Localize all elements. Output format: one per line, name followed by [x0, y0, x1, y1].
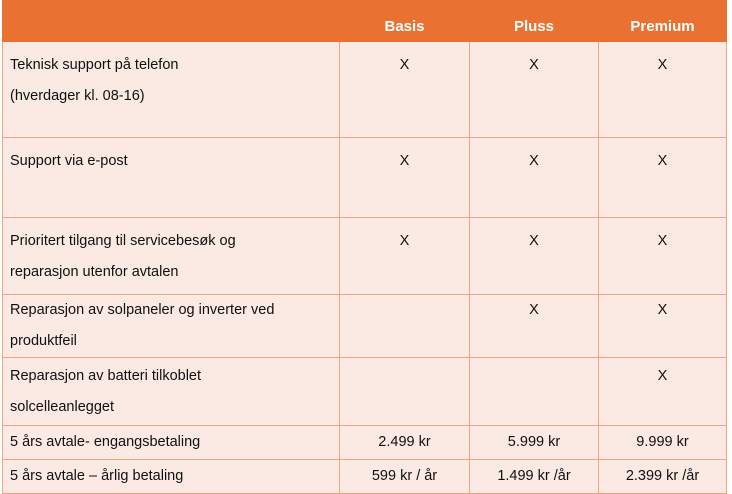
table-row: Reparasjon av batteri tilkoblet solcellea…: [2, 357, 727, 426]
feature-line: (hverdager kl. 08-16): [10, 88, 145, 104]
feature-cell: Reparasjon av solpaneler og inverter ved…: [2, 294, 340, 358]
value-cell: X: [469, 217, 599, 295]
table-row: Teknisk support på telefon (hverdager kl.…: [2, 41, 727, 138]
price-cell: 2.499 kr: [339, 425, 470, 460]
feature-cell: 5 års avtale- engangsbetaling: [2, 425, 340, 460]
value-cell: [469, 357, 599, 426]
price-cell: 1.499 kr /år: [469, 459, 599, 494]
feature-line: Prioritert tilgang til servicebesøk og: [10, 233, 236, 249]
value-cell: X: [598, 41, 727, 138]
value-cell: X: [598, 217, 727, 295]
value-cell: X: [469, 41, 599, 138]
header-plan-basis: Basis: [339, 0, 470, 42]
feature-cell: Prioritert tilgang til servicebesøk og re…: [2, 217, 340, 295]
price-cell: 2.399 kr /år: [598, 459, 727, 494]
feature-line: Support via e-post: [10, 153, 128, 169]
feature-line: solcelleanlegget: [10, 399, 114, 415]
value-cell: X: [598, 294, 727, 358]
value-cell: [339, 294, 470, 358]
price-cell: 5.999 kr: [469, 425, 599, 460]
header-plan-premium: Premium: [598, 0, 727, 42]
price-cell: 9.999 kr: [598, 425, 727, 460]
value-cell: X: [469, 294, 599, 358]
feature-line: produktfeil: [10, 333, 77, 349]
value-cell: X: [598, 357, 727, 426]
header-row: Basis Pluss Premium: [2, 0, 727, 42]
value-cell: X: [339, 41, 470, 138]
value-cell: X: [339, 217, 470, 295]
feature-line: Reparasjon av solpaneler og inverter ved: [10, 302, 275, 318]
feature-cell: Teknisk support på telefon (hverdager kl.…: [2, 41, 340, 138]
value-cell: X: [339, 137, 470, 218]
feature-line: Teknisk support på telefon: [10, 57, 179, 73]
value-cell: [339, 357, 470, 426]
price-cell: 599 kr / år: [339, 459, 470, 494]
feature-line: Reparasjon av batteri tilkoblet: [10, 368, 202, 384]
header-feature: [2, 0, 340, 42]
feature-cell: Reparasjon av batteri tilkoblet solcellea…: [2, 357, 340, 426]
table-row: Prioritert tilgang til servicebesøk og re…: [2, 217, 727, 295]
value-cell: X: [469, 137, 599, 218]
table-row: Reparasjon av solpaneler og inverter ved…: [2, 294, 727, 358]
table-row: 5 års avtale- engangsbetaling 2.499 kr 5…: [2, 425, 727, 460]
feature-cell: 5 års avtale – årlig betaling: [2, 459, 340, 494]
feature-cell: Support via e-post: [2, 137, 340, 218]
table-row: 5 års avtale – årlig betaling 599 kr / å…: [2, 459, 727, 494]
header-plan-pluss: Pluss: [469, 0, 599, 42]
feature-line: reparasjon utenfor avtalen: [10, 264, 179, 280]
table-row: Support via e-post X X X: [2, 137, 727, 218]
value-cell: X: [598, 137, 727, 218]
